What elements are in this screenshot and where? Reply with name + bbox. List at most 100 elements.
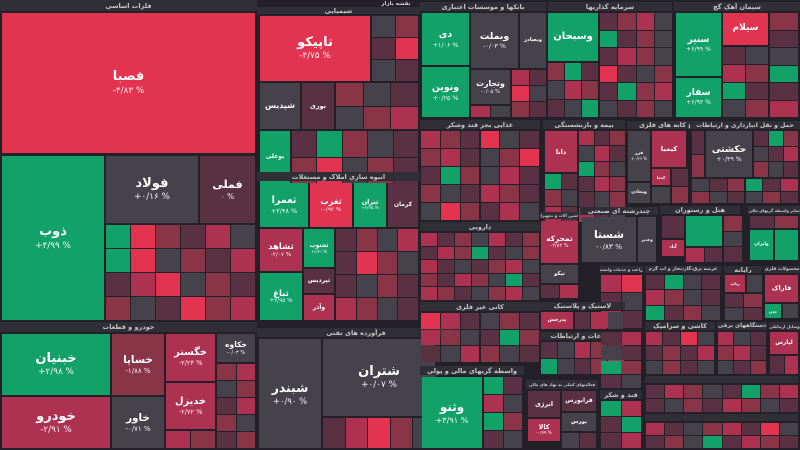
treemap-tile[interactable] [421,149,440,166]
treemap-tile[interactable] [503,377,522,394]
treemap-tile[interactable] [523,260,539,273]
treemap-tile[interactable] [741,385,760,398]
treemap-tile[interactable] [440,313,460,329]
treemap-tile[interactable]: سفار +۶/۹۲ % [676,78,721,117]
treemap-tile[interactable] [156,273,180,296]
treemap-tile[interactable] [770,48,798,65]
treemap-tile[interactable] [484,395,503,412]
treemap-tile[interactable] [745,179,763,191]
treemap-tile[interactable] [336,298,356,320]
treemap-tile[interactable]: ثجنوب +۲/۳۱ % [304,229,334,267]
treemap-tile[interactable] [480,149,500,166]
treemap-tile[interactable]: تاپیکو -۴/۷۵ % [260,16,370,81]
treemap-tile[interactable] [724,231,742,247]
treemap-tile[interactable] [610,131,625,146]
treemap-tile[interactable] [662,216,684,238]
treemap-tile[interactable] [621,374,641,388]
treemap-tile[interactable] [646,275,664,290]
treemap-tile[interactable]: شپدیس [260,83,300,129]
treemap-tile[interactable] [702,290,720,305]
treemap-tile[interactable] [231,249,255,272]
treemap-tile[interactable] [709,191,727,203]
treemap-tile[interactable] [750,346,766,360]
treemap-tile[interactable] [131,225,155,248]
treemap-tile[interactable]: فرابورس [562,391,596,411]
treemap-tile[interactable] [646,360,663,374]
treemap-tile[interactable] [377,275,398,297]
treemap-tile[interactable] [557,358,574,374]
treemap-tile[interactable] [236,364,255,380]
treemap-tile[interactable] [754,162,768,177]
treemap-tile[interactable]: وتجارت -۰/۰۵ % [471,70,510,104]
treemap-tile[interactable] [480,203,500,220]
treemap-tile[interactable] [747,275,762,292]
treemap-tile[interactable] [610,146,625,161]
treemap-tile[interactable] [784,356,798,374]
treemap-tile[interactable] [684,423,703,435]
treemap-tile[interactable]: وبملت -۰/۰۳ % [471,13,518,68]
treemap-tile[interactable] [770,13,798,30]
treemap-tile[interactable] [734,360,750,374]
treemap-tile[interactable] [636,48,654,65]
treemap-tile[interactable] [217,432,236,448]
treemap-tile[interactable] [646,305,664,320]
treemap-tile[interactable] [621,332,641,346]
treemap-tile[interactable] [506,233,522,246]
treemap-tile[interactable] [763,191,781,203]
treemap-tile[interactable] [520,329,539,346]
treemap-tile[interactable] [500,329,520,346]
treemap-tile[interactable] [709,179,727,191]
treemap-tile[interactable] [601,346,621,360]
treemap-tile[interactable] [421,246,437,260]
treemap-tile[interactable] [395,16,418,37]
treemap-tile[interactable] [665,385,684,398]
treemap-tile[interactable]: وبصادر [520,13,546,68]
treemap-tile[interactable] [565,99,581,117]
treemap-tile[interactable] [236,415,255,431]
treemap-tile[interactable] [500,313,520,329]
treemap-tile[interactable] [618,83,636,100]
treemap-tile[interactable]: نوری [302,83,334,129]
treemap-tile[interactable] [471,106,490,117]
treemap-tile[interactable] [783,304,798,318]
treemap-tile[interactable] [600,48,618,65]
treemap-tile[interactable]: ثباغ +۴/۹۵ % [260,273,302,320]
treemap-tile[interactable] [610,161,625,176]
treemap-tile[interactable] [646,346,663,360]
treemap-tile[interactable] [734,332,750,346]
treemap-tile[interactable] [594,131,610,146]
treemap-tile[interactable] [746,100,768,117]
treemap-tile[interactable]: کالا -۰/۷۹ % [528,419,560,441]
treemap-tile[interactable] [520,203,539,220]
treemap-tile[interactable] [506,260,522,273]
treemap-tile[interactable] [727,191,745,203]
treemap-tile[interactable] [582,63,598,81]
treemap-tile[interactable] [703,436,722,448]
treemap-tile[interactable]: ثشاهد -۲/۰۷ % [260,229,302,271]
treemap-tile[interactable] [166,431,190,448]
treemap-tile[interactable] [506,287,522,300]
treemap-tile[interactable] [746,64,768,82]
treemap-tile[interactable] [579,192,594,207]
treemap-tile[interactable]: دی +۱/۰۶ % [422,13,469,65]
treemap-tile[interactable] [231,225,255,248]
treemap-tile[interactable] [646,332,663,346]
treemap-tile[interactable] [562,433,579,448]
treemap-tile[interactable] [484,377,503,394]
treemap-tile[interactable] [594,177,610,192]
treemap-tile[interactable] [582,99,598,117]
treemap-tile[interactable] [770,65,798,82]
treemap-tile[interactable] [784,162,798,177]
treemap-tile[interactable] [683,275,702,290]
treemap-tile[interactable] [741,436,760,448]
treemap-tile[interactable] [421,273,437,287]
treemap-tile[interactable] [440,167,460,184]
treemap-tile[interactable] [775,230,798,260]
treemap-tile[interactable]: فملی ۰ % [200,156,255,223]
treemap-tile[interactable] [336,229,356,251]
treemap-tile[interactable]: فولاد +۰/۱۶ % [106,156,198,223]
treemap-tile[interactable] [636,100,654,117]
treemap-tile[interactable] [663,332,680,346]
treemap-tile[interactable] [664,290,683,305]
treemap-tile[interactable] [621,433,641,448]
